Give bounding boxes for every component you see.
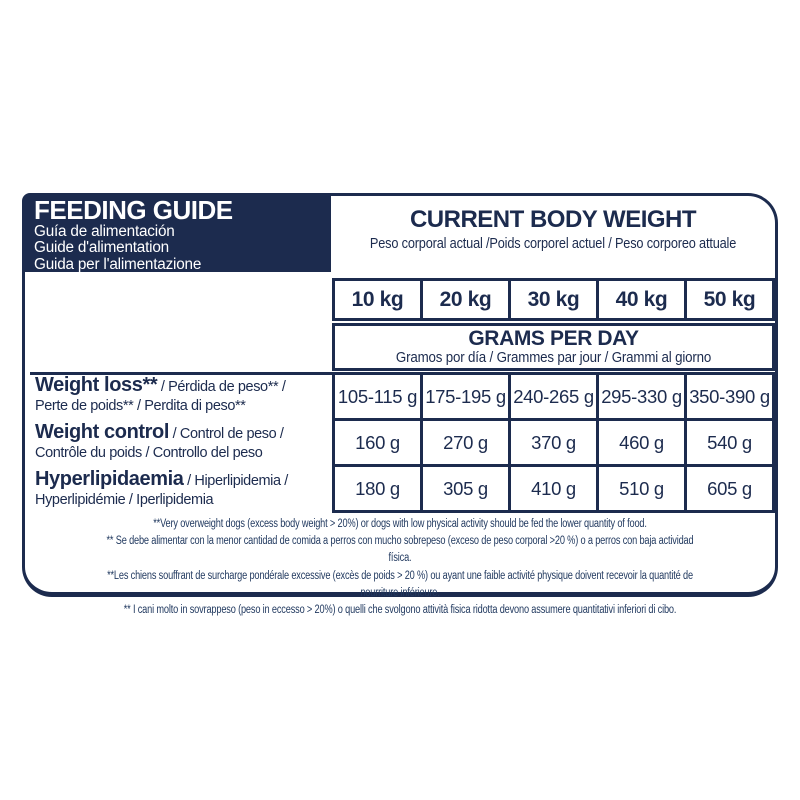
row-label-bold: Weight control: [35, 421, 170, 443]
row-label-line1: Weight control / Control de peso /: [35, 421, 333, 444]
grams-per-day-subtitle: Gramos por día / Grammes par jour / Gram…: [395, 350, 712, 366]
grams-values-table: 105-115 g 175-195 g 240-265 g 295-330 g …: [332, 372, 775, 513]
table-cell-hyperlipidaemia-50kg: 605 g: [687, 467, 772, 510]
footnotes: **Very overweight dogs (excess body weig…: [25, 516, 775, 619]
feeding-guide-header-block: FEEDING GUIDE Guía de alimentación Guide…: [22, 193, 331, 272]
row-label-rest: / Pérdida de peso** /: [157, 379, 286, 395]
row-label-bold: Hyperlipidaemia: [35, 468, 184, 490]
table-cell-weight-control-40kg: 460 g: [599, 421, 684, 464]
feeding-guide-translation-fr: Guide d'alimentation: [34, 239, 169, 257]
table-cell-hyperlipidaemia-40kg: 510 g: [599, 467, 684, 510]
table-cell-hyperlipidaemia-20kg: 305 g: [423, 467, 508, 510]
grams-per-day-band: GRAMS PER DAY Gramos por día / Grammes p…: [332, 323, 775, 371]
row-label-line2: Hyperlipidémie / Iperlipidemia: [35, 491, 214, 508]
current-body-weight-subtitle: Peso corporal actual /Poids corporel act…: [369, 236, 737, 252]
footnote-es: ** Se debe alimentar con la menor cantid…: [106, 535, 694, 565]
footnote-en: **Very overweight dogs (excess body weig…: [153, 518, 647, 530]
row-label-hyperlipidaemia: Hyperlipidaemia / Hiperlipidemia / Hyper…: [35, 467, 333, 512]
table-cell-weight-loss-10kg: 105-115 g: [335, 375, 420, 418]
row-labels-top-divider: [30, 372, 332, 375]
feeding-guide-title: FEEDING GUIDE: [34, 195, 233, 225]
table-cell-weight-control-50kg: 540 g: [687, 421, 772, 464]
weight-column-header-40kg: 40 kg: [599, 281, 684, 318]
current-body-weight-title: CURRENT BODY WEIGHT: [409, 206, 697, 233]
row-label-bold: Weight loss**: [35, 374, 158, 396]
weight-column-header-30kg: 30 kg: [511, 281, 596, 318]
table-cell-weight-control-30kg: 370 g: [511, 421, 596, 464]
table-cell-hyperlipidaemia-10kg: 180 g: [335, 467, 420, 510]
row-label-line1: Weight loss** / Pérdida de peso** /: [35, 374, 333, 397]
weight-column-header-50kg: 50 kg: [687, 281, 772, 318]
feeding-guide-card: FEEDING GUIDE Guía de alimentación Guide…: [22, 193, 778, 616]
weight-column-header-20kg: 20 kg: [423, 281, 508, 318]
row-label-line1: Hyperlipidaemia / Hiperlipidemia /: [35, 468, 333, 491]
grams-per-day-title: GRAMS PER DAY: [468, 327, 639, 350]
feeding-guide-translation-es: Guía de alimentación: [34, 223, 175, 240]
table-cell-weight-loss-20kg: 175-195 g: [423, 375, 508, 418]
feeding-guide-translation-it: Guida per l'alimentazione: [34, 255, 202, 273]
footnote-it: ** I cani molto in sovrappeso (peso in e…: [123, 604, 677, 617]
table-cell-weight-control-20kg: 270 g: [423, 421, 508, 464]
row-label-rest: / Control de peso /: [169, 426, 284, 442]
table-cell-hyperlipidaemia-30kg: 410 g: [511, 467, 596, 510]
row-label-line2: Contrôle du poids / Controllo del peso: [35, 444, 263, 461]
row-label-line2: Perte de poids** / Perdita di peso**: [35, 397, 246, 414]
current-body-weight-header: CURRENT BODY WEIGHT Peso corporal actual…: [331, 196, 775, 253]
table-cell-weight-loss-50kg: 350-390 g: [687, 375, 772, 418]
row-label-rest: / Hiperlipidemia /: [183, 473, 288, 489]
footnote-fr: **Les chiens souffrant de surcharge pond…: [107, 569, 693, 599]
table-cell-weight-control-10kg: 160 g: [335, 421, 420, 464]
table-cell-weight-loss-30kg: 240-265 g: [511, 375, 596, 418]
row-label-weight-loss: Weight loss** / Pérdida de peso** / Pert…: [35, 373, 333, 418]
table-cell-weight-loss-40kg: 295-330 g: [599, 375, 684, 418]
weight-column-header-10kg: 10 kg: [335, 281, 420, 318]
weight-columns-row: 10 kg 20 kg 30 kg 40 kg 50 kg: [332, 278, 775, 321]
row-label-weight-control: Weight control / Control de peso / Contr…: [35, 420, 333, 465]
